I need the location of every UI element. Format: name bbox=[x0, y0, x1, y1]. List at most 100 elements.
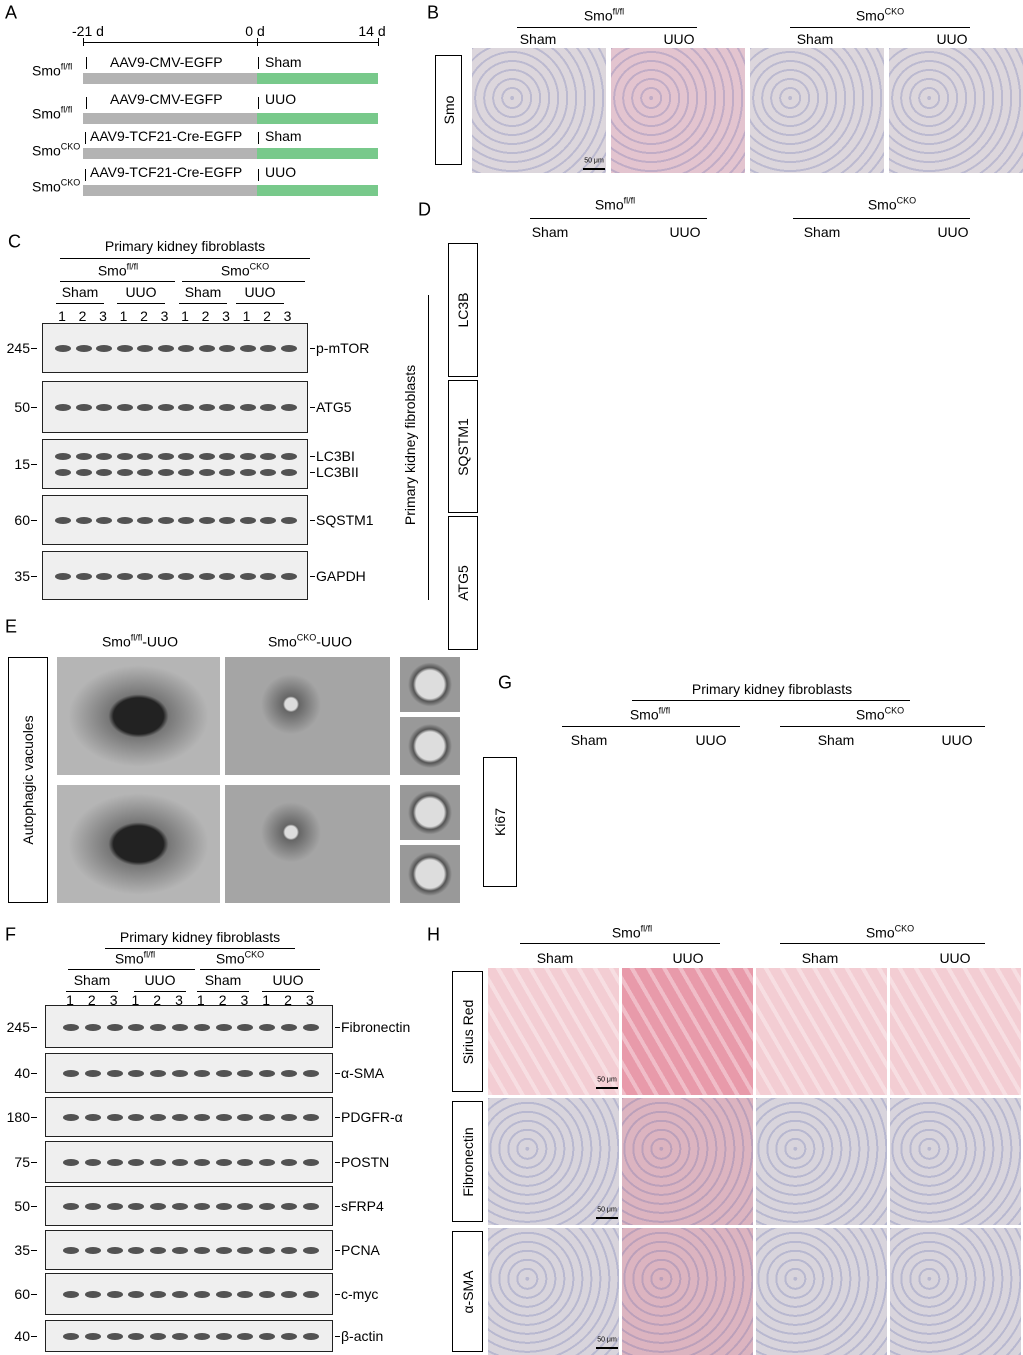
lane-number: 2 bbox=[201, 308, 210, 324]
band bbox=[280, 572, 297, 580]
scale-bar-label: 25 μm bbox=[589, 627, 609, 635]
timeline-bar bbox=[83, 148, 257, 159]
genotype: Smofl/fl bbox=[115, 950, 155, 967]
rule bbox=[86, 97, 87, 109]
row-label-box bbox=[8, 657, 48, 903]
band bbox=[172, 1070, 188, 1077]
lane-number: 2 bbox=[87, 992, 96, 1008]
band bbox=[280, 452, 297, 460]
micrograph bbox=[750, 48, 884, 173]
panel-title: Primary kidney fibroblasts bbox=[119, 929, 281, 945]
sup: CKO bbox=[884, 6, 905, 17]
mw-marker: 180 bbox=[6, 1109, 30, 1125]
base: Smo bbox=[855, 706, 885, 723]
band bbox=[281, 1070, 297, 1077]
genotype: Smofl/fl bbox=[32, 105, 72, 122]
mw-marker: 245 bbox=[6, 340, 30, 356]
blot bbox=[42, 439, 308, 489]
band bbox=[157, 572, 174, 580]
rule bbox=[335, 1250, 340, 1251]
rule bbox=[257, 38, 258, 46]
timeline-bar bbox=[257, 148, 378, 159]
protein-label: LC3BI bbox=[316, 447, 355, 464]
timeline-bar bbox=[83, 185, 257, 196]
base: Smo bbox=[594, 196, 624, 213]
treatment: UUO bbox=[265, 91, 297, 107]
panel-label: C bbox=[8, 231, 21, 252]
band bbox=[106, 1159, 123, 1166]
scale-bar-label: 25 μm bbox=[589, 354, 609, 362]
timeline-bar bbox=[83, 73, 257, 84]
micrograph bbox=[754, 380, 887, 513]
band bbox=[116, 517, 133, 524]
band bbox=[128, 1203, 145, 1210]
band bbox=[260, 517, 276, 524]
band bbox=[116, 345, 133, 352]
band bbox=[63, 1291, 79, 1298]
base: Smo bbox=[220, 262, 250, 279]
band bbox=[280, 404, 297, 411]
band bbox=[106, 1291, 123, 1298]
band bbox=[237, 1203, 254, 1210]
band bbox=[128, 1247, 145, 1254]
band bbox=[302, 1159, 319, 1166]
band bbox=[150, 1114, 167, 1121]
band bbox=[237, 1023, 254, 1031]
rule bbox=[262, 991, 314, 992]
sup: fl/fl bbox=[640, 923, 653, 934]
rule bbox=[335, 1162, 340, 1163]
band bbox=[178, 517, 194, 524]
band bbox=[84, 1291, 101, 1298]
rule bbox=[31, 1206, 37, 1207]
band bbox=[281, 1291, 297, 1298]
sup: CKO bbox=[60, 177, 81, 188]
band bbox=[157, 469, 174, 477]
base: Smo bbox=[583, 7, 613, 24]
base: Smo bbox=[867, 196, 897, 213]
rule bbox=[632, 700, 910, 701]
band bbox=[239, 404, 256, 411]
rule bbox=[85, 132, 86, 144]
mw-marker: 75 bbox=[14, 1154, 30, 1170]
micrograph bbox=[890, 243, 1023, 377]
micrograph bbox=[756, 968, 887, 1095]
micrograph bbox=[622, 968, 753, 1095]
band bbox=[75, 572, 92, 580]
band bbox=[150, 1333, 167, 1340]
lane-number: 1 bbox=[262, 992, 271, 1008]
band bbox=[215, 1333, 232, 1340]
band bbox=[178, 404, 194, 411]
lane-number: 1 bbox=[196, 992, 205, 1008]
rule bbox=[588, 638, 610, 640]
band bbox=[193, 1114, 210, 1121]
band bbox=[280, 517, 297, 524]
treatment: Sham bbox=[265, 54, 302, 70]
band bbox=[237, 1070, 254, 1077]
micrograph bbox=[756, 1098, 887, 1225]
band bbox=[75, 404, 92, 411]
band bbox=[193, 1247, 210, 1254]
band bbox=[281, 1159, 297, 1166]
panel-label: B bbox=[427, 2, 440, 23]
band bbox=[55, 572, 71, 580]
rule bbox=[793, 218, 970, 219]
condition: UUO bbox=[663, 31, 695, 47]
band bbox=[178, 572, 194, 580]
band bbox=[55, 517, 71, 524]
band bbox=[193, 1203, 210, 1210]
micrograph bbox=[890, 968, 1021, 1095]
mw-marker: 40 bbox=[14, 1328, 30, 1344]
band bbox=[193, 1333, 210, 1340]
rule bbox=[258, 57, 259, 69]
band bbox=[157, 517, 174, 524]
sup: CKO bbox=[894, 923, 915, 934]
band bbox=[84, 1333, 101, 1340]
rule bbox=[85, 169, 86, 181]
band bbox=[63, 1023, 79, 1031]
band bbox=[137, 517, 153, 524]
micrograph bbox=[488, 968, 619, 1095]
rule bbox=[31, 520, 37, 521]
band bbox=[137, 469, 153, 477]
lane-number: 2 bbox=[218, 992, 227, 1008]
sup: CKO bbox=[60, 141, 81, 152]
